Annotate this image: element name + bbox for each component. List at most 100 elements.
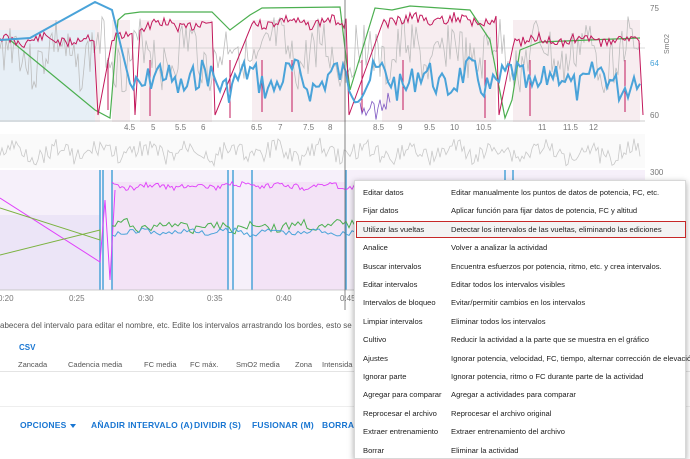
menu-item-label: Analice [363,243,388,253]
menu-item[interactable]: Agregar para comparar Agregar a actividad… [355,386,687,403]
interval-shade [382,20,496,122]
menu-item-label: Intervalos de bloqueo [363,298,436,308]
top-x-tick: 6 [201,123,206,132]
menu-item-description: Ignorar potencia, ritmo o FC durante par… [451,372,644,381]
green-series-bottom [0,207,101,256]
col-cadencia-media[interactable]: Cadencia media [68,360,123,369]
menu-item-description: Volver a analizar la actividad [451,243,548,253]
menu-item-description: Editar todos los intervalos visibles [451,280,565,289]
menu-item-description: Ignorar potencia, velocidad, FC, tiempo,… [451,353,690,363]
time-tick: 0:40 [276,294,292,303]
menu-item-label: Ignorar parte [363,372,407,381]
menu-item[interactable]: Ajustes Ignorar potencia, velocidad, FC, … [355,350,690,367]
delete-interval-button[interactable]: BORRAR [322,420,361,430]
caret-down-icon [70,423,77,428]
menu-item-label: Limpiar intervalos [363,316,423,326]
menu-item-label: Agregar para comparar [363,390,442,400]
time-tick: 0:30 [138,294,154,303]
menu-item-label: Cultivo [363,335,387,345]
cadence-area [0,215,100,290]
smo2-axis-title: SmO2 [664,34,671,54]
purple-series-line [359,92,391,120]
raw-series-line [0,15,641,94]
opciones-label: OPCIONES [20,420,67,430]
top-x-tick: 5 [151,123,156,132]
menu-item-description: Extraer entrenamiento del archivo [451,427,565,437]
menu-item[interactable]: Fijar datos Aplicar función para fijar da… [355,202,687,219]
top-x-tick: 9.5 [424,123,436,132]
menu-item-label: Fijar datos [363,206,399,216]
menu-item[interactable]: Ignorar parte Ignorar potencia, ritmo o F… [355,368,687,385]
top-x-tick: 7 [278,123,283,132]
top-x-tick: 11 [538,123,547,132]
menu-item-label: Extraer entrenamiento [363,427,439,437]
time-tick: 0:45 [340,294,356,303]
menu-item[interactable]: Analice Volver a analizar la actividad [355,239,687,256]
interval-table-header: Zancada Cadencia media FC media FC máx. … [0,358,690,372]
cadence-drop-line [0,189,116,281]
col-fc-media[interactable]: FC media [144,360,177,369]
top-x-tick: 10 [450,123,459,132]
top-x-tick: 8 [328,123,333,132]
menu-item-description: Reprocesar el archivo original [451,408,552,418]
menu-item-description: Eliminar la actividad [451,445,519,455]
menu-item-label: Ajustes [363,353,388,363]
menu-item[interactable]: Borrar Eliminar la actividad [355,442,687,459]
col-intensidad[interactable]: Intensida [322,360,353,369]
top-x-tick: 12 [589,123,598,132]
menu-item[interactable]: Reprocesar el archivo Reprocesar el archi… [355,405,687,422]
menu-item-description: Detectar los intervalos de las vueltas, … [451,224,662,234]
top-x-tick: 4.5 [124,123,136,132]
menu-item-description: Encuentra esfuerzos por potencia, ritmo,… [451,261,662,271]
menu-item-description: Eliminar todos los intervalos [451,316,546,326]
menu-item[interactable]: Editar intervalos Editar todos los interv… [355,276,687,293]
menu-item[interactable]: Intervalos de bloqueo Evitar/permitir cam… [355,294,687,311]
add-interval-button[interactable]: AÑADIR INTERVALO (A) [91,420,193,430]
menu-item-description: Agregar a actividades para comparar [451,390,576,400]
menu-item-label: Editar datos [363,188,404,197]
top-x-tick: 6.5 [251,123,263,132]
menu-item[interactable]: Utilizar las vueltas Detectar los interva… [356,220,686,238]
col-zona[interactable]: Zona [295,360,313,369]
top-x-tick: 9 [398,123,403,132]
time-tick: 0:35 [207,294,223,303]
menu-item-description: Aplicar función para fijar datos de pote… [451,206,638,216]
menu-item-label: Editar intervalos [363,280,418,289]
smo2-tick-64: 64 [650,59,659,68]
menu-item[interactable]: Editar datos Editar manualmente los punto… [355,184,687,201]
smo2-tick-60: 60 [650,111,659,120]
interval-edit-hint: abecera del intervalo para editar el nom… [0,321,433,330]
menu-item-description: Reducir la actividad a la parte que se m… [451,335,649,345]
top-x-tick: 7.5 [303,123,315,132]
menu-item[interactable]: Buscar intervalos Encuentra esfuerzos por… [355,258,687,275]
top-x-tick: 11.5 [563,123,578,132]
power-tick-300: 300 [650,168,664,177]
time-tick: 0:25 [69,294,85,303]
interval-shade [112,182,228,290]
smo2-tick-75: 75 [650,4,659,13]
options-menu: Editar datos Editar manualmente los punto… [354,180,690,459]
heart-rate-line [0,5,641,121]
menu-item-description: Editar manualmente los puntos de datos d… [451,188,660,197]
menu-item-description: Evitar/permitir cambios en los intervalo… [451,298,586,308]
interval-shade [252,182,346,290]
smo2-line [0,0,641,104]
menu-item[interactable]: Limpiar intervalos Eliminar todos los int… [355,313,687,330]
menu-item-label: Reprocesar el archivo [363,408,437,418]
merge-button[interactable]: FUSIONAR (M) [252,420,314,430]
col-smo2-media[interactable]: SmO2 media [236,360,280,369]
menu-item[interactable]: Extraer entrenamiento Extraer entrenamien… [355,423,687,440]
power-line [0,11,644,116]
mid-series-line [0,137,641,168]
menu-item[interactable]: Cultivo Reducir la actividad a la parte q… [355,331,687,348]
opciones-button[interactable]: OPCIONES [20,420,77,430]
col-fc-max[interactable]: FC máx. [190,360,219,369]
csv-link[interactable]: CSV [19,343,36,352]
top-x-tick: 10.5 [476,123,492,132]
menu-item-label: Borrar [363,445,385,455]
split-button[interactable]: DIVIDIR (S) [194,420,242,430]
top-x-tick: 8.5 [373,123,385,132]
menu-item-label: Utilizar las vueltas [363,224,425,234]
col-zancada[interactable]: Zancada [18,360,48,369]
top-x-tick: 5.5 [175,123,187,132]
